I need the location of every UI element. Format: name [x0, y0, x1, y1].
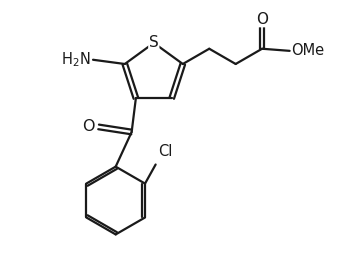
Text: O: O — [256, 12, 268, 26]
Text: Cl: Cl — [159, 144, 173, 159]
Text: OMe: OMe — [291, 43, 324, 58]
Text: H$_2$N: H$_2$N — [61, 50, 90, 69]
Text: O: O — [82, 120, 94, 134]
Text: S: S — [149, 35, 159, 50]
